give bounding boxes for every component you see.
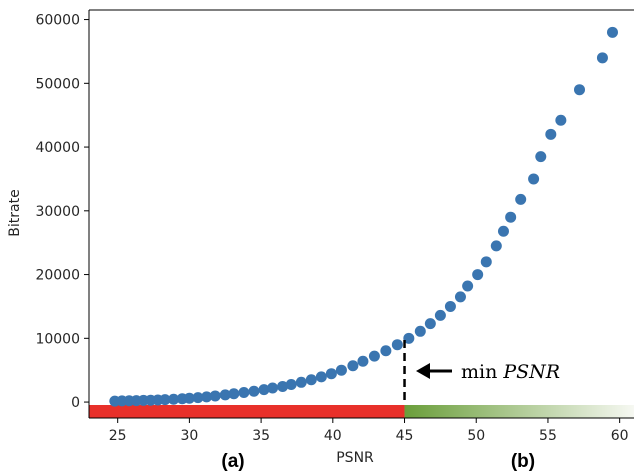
y-tick-label: 60000	[35, 13, 80, 29]
data-point	[357, 355, 369, 367]
y-tick-label: 50000	[35, 76, 80, 92]
data-point	[335, 364, 347, 376]
data-point	[325, 368, 337, 380]
x-tick-label: 55	[539, 428, 557, 444]
y-ticks: 0 10000 20000 30000 40000 50000 60000	[35, 13, 89, 411]
data-point	[391, 339, 403, 351]
data-point	[505, 211, 517, 223]
data-point	[285, 379, 297, 391]
region-label-a: (a)	[221, 451, 244, 472]
data-point	[434, 309, 446, 321]
data-point	[454, 291, 466, 303]
x-tick-label: 25	[109, 428, 127, 444]
arrow-left-icon	[416, 363, 430, 379]
above-threshold-bar	[404, 405, 634, 418]
x-tick-label: 45	[396, 428, 414, 444]
data-point	[444, 300, 456, 312]
data-point	[347, 360, 359, 372]
x-ticks: 25 30 35 40 45 50 55 60	[109, 418, 629, 444]
data-point	[380, 345, 392, 357]
data-point	[159, 394, 171, 406]
x-axis-label: PSNR	[336, 450, 374, 466]
data-point	[228, 388, 240, 400]
data-point	[497, 225, 509, 237]
data-point	[201, 391, 213, 403]
threshold-annotation: min PSNR	[403, 340, 560, 405]
data-point	[277, 380, 289, 392]
x-tick-label: 40	[324, 428, 342, 444]
data-point	[258, 384, 270, 396]
x-tick-label: 50	[467, 428, 485, 444]
data-point	[480, 256, 492, 268]
data-point	[368, 350, 380, 362]
x-tick-label: 35	[252, 428, 270, 444]
y-tick-label: 0	[71, 395, 80, 411]
data-point	[535, 151, 547, 163]
data-point	[545, 128, 557, 140]
data-point	[305, 374, 317, 386]
y-tick-label: 20000	[35, 268, 80, 284]
data-points	[109, 26, 618, 407]
data-point	[192, 392, 204, 404]
data-point	[295, 376, 307, 388]
data-point	[168, 393, 180, 405]
data-point	[248, 385, 260, 397]
data-point	[515, 193, 527, 205]
y-axis-label: Bitrate	[7, 189, 23, 236]
region-bars	[89, 405, 634, 418]
x-tick-label: 60	[611, 428, 629, 444]
data-point	[238, 387, 250, 398]
y-tick-label: 40000	[35, 140, 80, 156]
data-point	[424, 318, 436, 330]
data-point	[183, 392, 195, 404]
data-point	[472, 269, 484, 281]
data-point	[403, 332, 415, 344]
x-tick-label: 30	[180, 428, 198, 444]
y-tick-label: 30000	[35, 204, 80, 220]
data-point	[315, 371, 327, 383]
data-point	[219, 389, 231, 401]
below-threshold-bar	[89, 405, 405, 418]
data-point	[596, 52, 608, 64]
data-point	[574, 84, 585, 96]
y-tick-label: 10000	[35, 331, 80, 347]
region-label-b: (b)	[511, 451, 535, 472]
data-point	[490, 240, 502, 252]
data-point	[555, 114, 567, 126]
axes	[88, 9, 634, 419]
data-point	[462, 280, 474, 292]
data-point	[414, 325, 426, 337]
data-point	[267, 382, 279, 394]
min-psnr-label: min PSNR	[461, 361, 560, 383]
data-point	[606, 26, 618, 38]
data-point	[209, 390, 221, 402]
data-point	[528, 173, 540, 185]
